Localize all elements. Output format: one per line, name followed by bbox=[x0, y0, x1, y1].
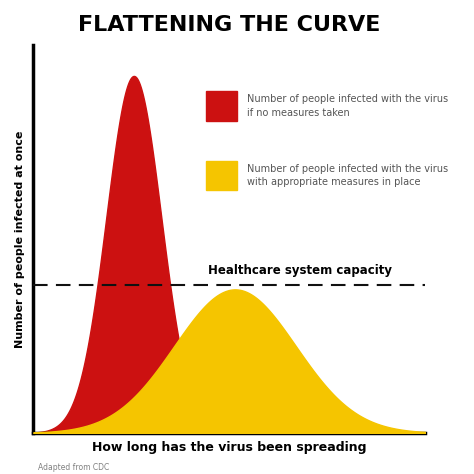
Text: Adapted from CDC: Adapted from CDC bbox=[38, 463, 109, 472]
Bar bbox=[206, 161, 237, 191]
Bar bbox=[206, 91, 237, 120]
Text: Number of people infected with the virus
if no measures taken: Number of people infected with the virus… bbox=[247, 94, 448, 118]
Text: Healthcare system capacity: Healthcare system capacity bbox=[208, 264, 392, 277]
Y-axis label: Number of people infected at once: Number of people infected at once bbox=[15, 130, 25, 347]
Title: FLATTENING THE CURVE: FLATTENING THE CURVE bbox=[78, 15, 380, 35]
X-axis label: How long has the virus been spreading: How long has the virus been spreading bbox=[92, 441, 366, 454]
Text: Number of people infected with the virus
with appropriate measures in place: Number of people infected with the virus… bbox=[247, 164, 448, 187]
